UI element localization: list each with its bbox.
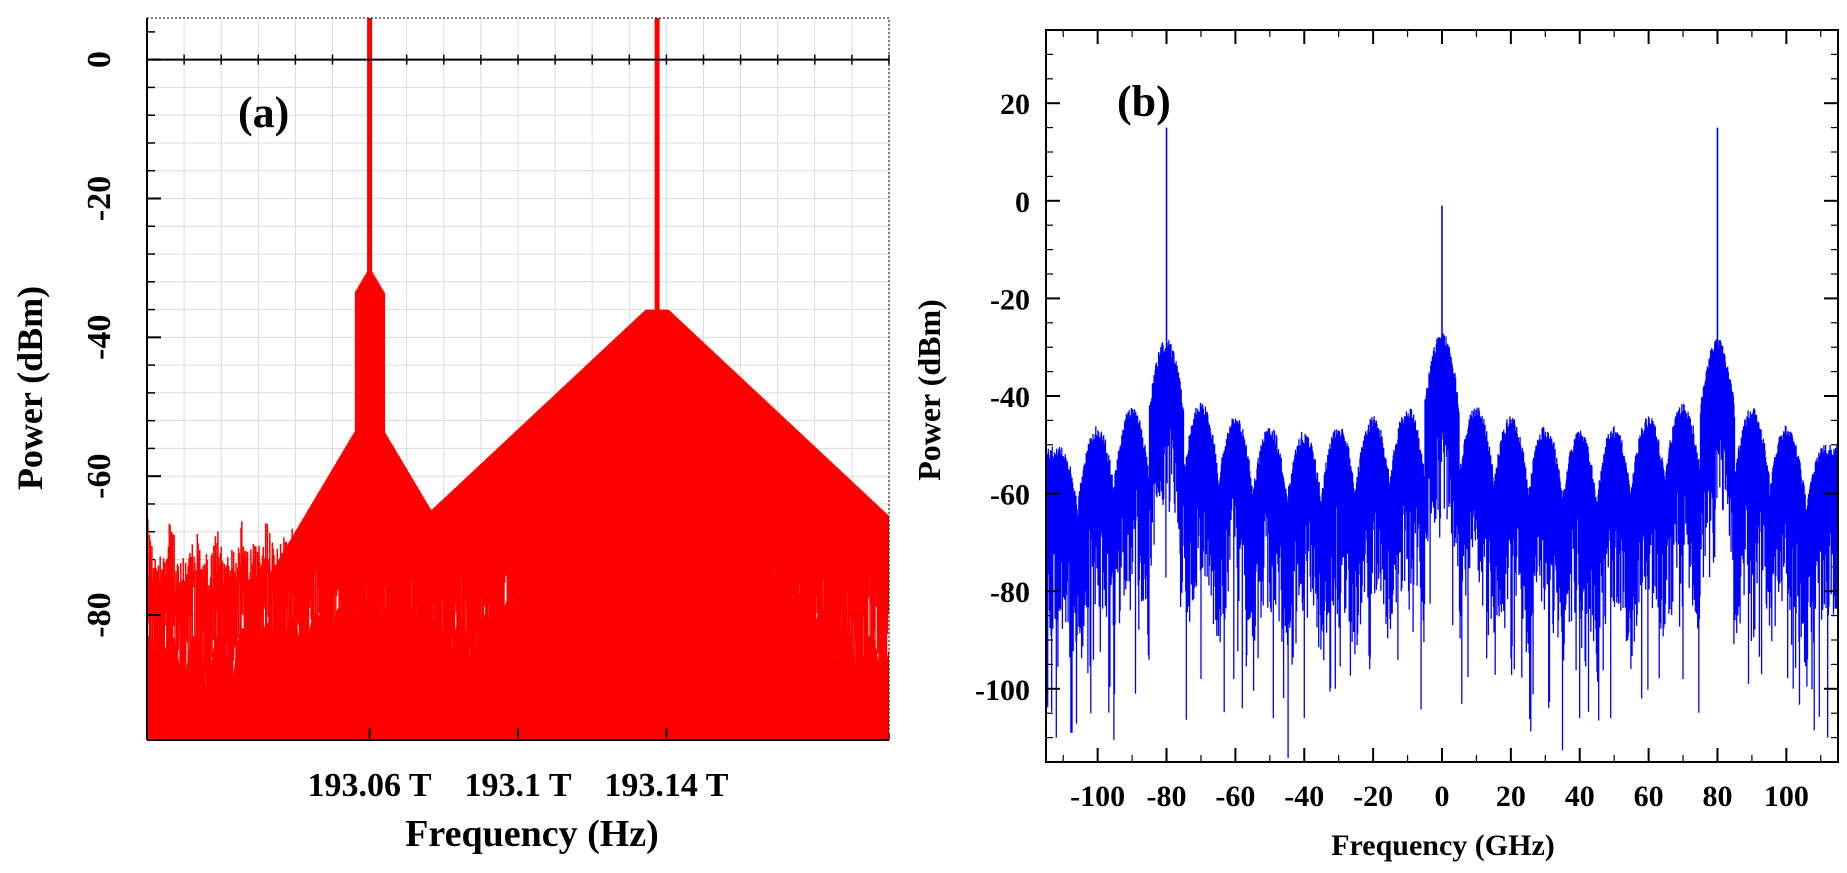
chart-a-y-tick-labels: 0 -20 -40 -60 -80 — [81, 51, 161, 638]
chart-b-x-tick-labels: -100 -80 -60 -40 -20 0 20 40 60 80 100 — [1070, 30, 1809, 813]
chart-b-x-tick-label: 40 — [1565, 780, 1595, 813]
chart-a: 0 -20 -40 -60 -80 193.06 T 193.1 T 193.14 T (a… — [10, 17, 890, 855]
chart-b-x-tick-label: 60 — [1634, 780, 1664, 813]
chart-b-y-tick-label: 0 — [1015, 186, 1030, 219]
chart-a-x-axis-label: Frequency (Hz) — [405, 813, 659, 855]
chart-b-y-tick-label: -80 — [990, 576, 1030, 609]
chart-a-y-tick-label: -40 — [81, 315, 118, 360]
chart-b-y-tick-label: 20 — [1000, 88, 1030, 121]
chart-b-x-tick-label: 100 — [1764, 780, 1809, 813]
chart-b-carriers — [1165, 127, 1719, 436]
chart-a-x-tick-label: 193.06 T — [308, 767, 432, 804]
chart-b-y-tick-label: -60 — [990, 479, 1030, 512]
chart-a-x-tick-label: 193.14 T — [604, 767, 728, 804]
chart-b-x-tick-label: -20 — [1353, 780, 1393, 813]
chart-b: 20 0 -20 -40 -60 -80 -100 -100 -80 -60 -40 -20 0 20 4… — [911, 29, 1839, 862]
chart-b-x-tick-label: 80 — [1702, 780, 1732, 813]
chart-a-y-tick-label: 0 — [81, 51, 118, 68]
chart-b-x-tick-label: 0 — [1435, 780, 1450, 813]
chart-b-x-tick-label: -40 — [1284, 780, 1324, 813]
chart-b-y-axis-label: Power (dBm) — [911, 299, 947, 481]
chart-a-y-tick-label: -20 — [81, 176, 118, 221]
chart-b-y-tick-label: -40 — [990, 381, 1030, 414]
chart-b-x-tick-label: -100 — [1070, 780, 1125, 813]
chart-b-y-tick-label: -100 — [975, 674, 1030, 707]
chart-a-y-tick-label: -60 — [81, 454, 118, 499]
chart-b-x-tick-label: 20 — [1496, 780, 1526, 813]
chart-a-y-axis-label: Power (dBm) — [10, 286, 50, 490]
chart-b-x-axis-label: Frequency (GHz) — [1331, 829, 1555, 862]
chart-b-panel-label: (b) — [1117, 77, 1171, 126]
chart-a-x-tick-label: 193.1 T — [464, 767, 571, 804]
chart-b-x-tick-label: -60 — [1215, 780, 1255, 813]
chart-a-x-tick-labels: 193.06 T 193.1 T 193.14 T — [308, 728, 729, 804]
chart-a-y-tick-label: -80 — [81, 592, 118, 637]
chart-a-panel-label: (a) — [238, 88, 289, 137]
chart-b-y-tick-labels: 20 0 -20 -40 -60 -80 -100 — [975, 88, 1838, 707]
chart-b-series-trace — [1046, 333, 1838, 758]
chart-a-series-trace — [147, 267, 889, 740]
chart-b-x-tick-label: -80 — [1147, 780, 1187, 813]
chart-b-y-tick-label: -20 — [990, 283, 1030, 316]
chart-a-carriers — [367, 18, 660, 740]
